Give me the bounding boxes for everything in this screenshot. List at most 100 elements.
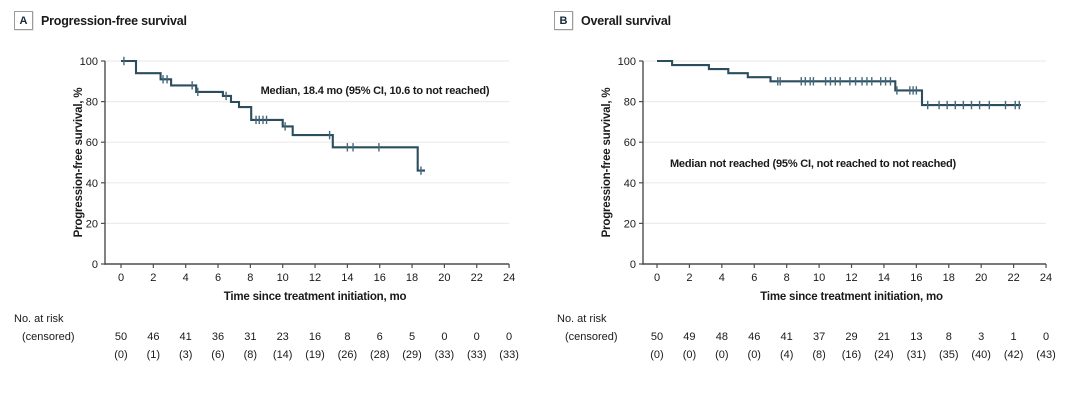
risk-count: 13 (910, 331, 922, 343)
y-tick-label: 0 (92, 259, 98, 271)
y-tick-label: 100 (618, 56, 636, 68)
x-tick-label: 16 (910, 272, 922, 284)
censored-count: (4) (780, 349, 793, 361)
risk-count: 0 (506, 331, 512, 343)
risk-count: 46 (147, 331, 159, 343)
x-tick-label: 2 (150, 272, 156, 284)
risk-count: 6 (377, 331, 383, 343)
censored-count: (3) (179, 349, 192, 361)
risk-count: 50 (651, 331, 663, 343)
panel-b-header: B Overall survival (554, 11, 671, 30)
x-tick-label: 18 (406, 272, 418, 284)
x-tick-label: 12 (845, 272, 857, 284)
risk-table-label: No. at risk (557, 313, 607, 325)
risk-count: 49 (683, 331, 695, 343)
y-tick-label: 0 (630, 259, 636, 271)
censored-count: (35) (939, 349, 959, 361)
risk-count: 31 (244, 331, 256, 343)
x-tick-label: 14 (341, 272, 353, 284)
y-axis-title: Progression-free survival, % (601, 88, 613, 238)
censored-count: (40) (971, 349, 991, 361)
y-tick-label: 20 (86, 218, 98, 230)
x-axis-title: Time since treatment initiation, mo (224, 291, 407, 303)
risk-count: 8 (946, 331, 952, 343)
risk-table-censored-label: (censored) (22, 331, 75, 343)
risk-count: 50 (115, 331, 127, 343)
x-tick-label: 4 (719, 272, 725, 284)
x-tick-label: 6 (215, 272, 221, 284)
x-tick-label: 12 (309, 272, 321, 284)
panel-a: A Progression-free survival 0 20 40 60 80 100… (14, 11, 519, 361)
x-tick-label: 4 (183, 272, 189, 284)
censored-count: (8) (244, 349, 257, 361)
x-tick-label: 20 (975, 272, 987, 284)
risk-count: 23 (277, 331, 289, 343)
panel-a-title: Progression-free survival (41, 13, 187, 28)
y-tick-label: 40 (624, 178, 636, 190)
x-tick-label: 20 (438, 272, 450, 284)
censored-count: (24) (874, 349, 894, 361)
risk-count: 21 (878, 331, 890, 343)
x-tick-label: 0 (654, 272, 660, 284)
y-tick-label: 60 (624, 137, 636, 149)
censored-count: (31) (907, 349, 927, 361)
risk-count: 8 (344, 331, 350, 343)
y-tick-label: 20 (624, 218, 636, 230)
censored-count: (28) (370, 349, 390, 361)
censored-count: (43) (1036, 349, 1056, 361)
y-tick-label: 40 (86, 178, 98, 190)
panel-b: B Overall survival 0 20 40 60 80 100 0 2 4 6 8 10 12… (540, 0, 1080, 400)
y-tick-label: 60 (86, 137, 98, 149)
censored-count: (0) (114, 349, 127, 361)
panel-a-letter-badge: A (14, 11, 33, 30)
risk-count: 0 (441, 331, 447, 343)
y-tick-label: 80 (86, 97, 98, 109)
x-tick-label: 10 (277, 272, 289, 284)
x-tick-label: 2 (686, 272, 692, 284)
x-tick-label: 22 (1007, 272, 1019, 284)
risk-count: 46 (748, 331, 760, 343)
censored-count: (0) (715, 349, 728, 361)
x-tick-label: 16 (374, 272, 386, 284)
censored-count: (0) (650, 349, 663, 361)
risk-count: 37 (813, 331, 825, 343)
risk-count: 36 (212, 331, 224, 343)
y-tick-label: 100 (80, 56, 98, 68)
censored-count: (1) (147, 349, 160, 361)
censored-count: (8) (812, 349, 825, 361)
km-curve (657, 59, 1021, 107)
censored-count: (6) (211, 349, 224, 361)
x-tick-label: 8 (784, 272, 790, 284)
x-tick-label: 10 (813, 272, 825, 284)
x-tick-label: 8 (247, 272, 253, 284)
panel-a-header: A Progression-free survival (14, 11, 187, 30)
x-tick-label: 14 (878, 272, 890, 284)
censored-count: (0) (748, 349, 761, 361)
risk-count: 5 (409, 331, 415, 343)
censored-count: (16) (842, 349, 862, 361)
risk-count: 3 (978, 331, 984, 343)
x-tick-label: 18 (943, 272, 955, 284)
risk-count: 1 (1011, 331, 1017, 343)
x-tick-label: 24 (503, 272, 515, 284)
censored-count: (29) (402, 349, 422, 361)
x-tick-label: 0 (118, 272, 124, 284)
panel-b-letter-badge: B (554, 11, 573, 30)
y-tick-label: 80 (624, 97, 636, 109)
x-tick-label: 24 (1040, 272, 1052, 284)
x-axis-title: Time since treatment initiation, mo (760, 291, 943, 303)
risk-count: 0 (474, 331, 480, 343)
risk-count: 16 (309, 331, 321, 343)
panel-b-title: Overall survival (581, 13, 671, 28)
risk-count: 29 (845, 331, 857, 343)
censored-count: (42) (1004, 349, 1024, 361)
censored-count: (19) (305, 349, 325, 361)
risk-table-label: No. at risk (14, 313, 64, 325)
x-tick-label: 6 (751, 272, 757, 284)
censored-count: (0) (683, 349, 696, 361)
y-axis-title: Progression-free survival, % (73, 88, 85, 238)
risk-count: 48 (716, 331, 728, 343)
